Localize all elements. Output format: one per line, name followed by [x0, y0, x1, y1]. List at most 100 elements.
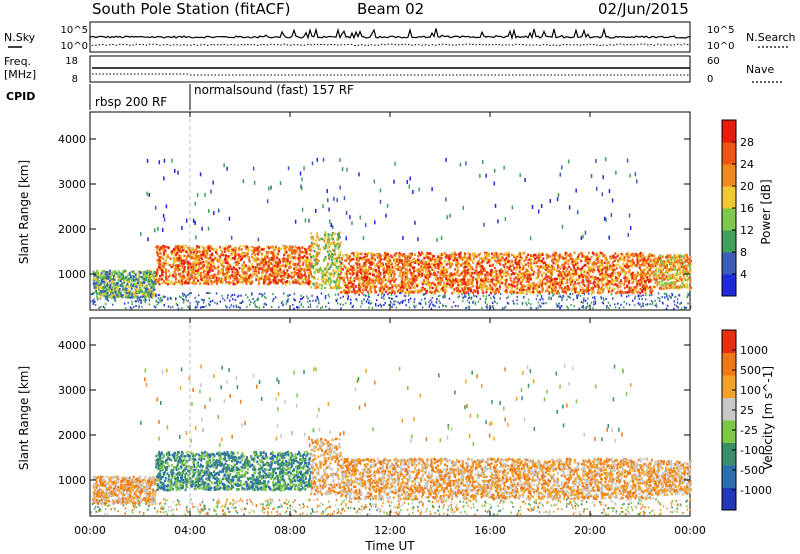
heatmap-cell — [414, 286, 416, 289]
heatmap-cell — [299, 283, 301, 286]
heatmap-cell — [508, 255, 510, 257]
heatmap-cell — [316, 232, 318, 235]
heatmap-cell — [482, 291, 484, 294]
heatmap-cell — [290, 272, 292, 275]
heatmap-cell — [278, 279, 280, 282]
heatmap-cell — [623, 301, 625, 303]
heatmap-cell — [317, 268, 319, 271]
heatmap-cell — [230, 254, 232, 256]
heatmap-cell — [651, 254, 653, 257]
heatmap-cell — [195, 269, 197, 272]
heatmap-cell — [228, 255, 230, 258]
heatmap-cell — [476, 266, 478, 269]
heatmap-cell — [382, 291, 384, 294]
heatmap-cell — [464, 282, 466, 285]
heatmap-cell — [245, 252, 247, 255]
heatmap-cell — [439, 273, 441, 276]
heatmap-cell — [141, 276, 143, 279]
heatmap-cell — [201, 245, 203, 248]
nsky-tick-low: 10^0 — [61, 41, 88, 52]
heatmap-cell — [168, 246, 170, 249]
heatmap-cell — [256, 266, 258, 269]
heatmap-cell — [185, 295, 187, 297]
heatmap-cell — [589, 280, 591, 283]
heatmap-cell — [581, 301, 583, 303]
heatmap-cell — [543, 278, 545, 281]
heatmap-cell — [348, 262, 350, 265]
heatmap-cell — [492, 305, 494, 307]
heatmap-cell — [313, 238, 315, 241]
heatmap-cell — [271, 251, 273, 254]
heatmap-cell — [340, 286, 342, 289]
heatmap-cell — [278, 250, 280, 253]
heatmap-cell — [163, 252, 165, 255]
heatmap-cell — [601, 282, 603, 285]
heatmap-cell — [622, 282, 624, 285]
heatmap-cell — [469, 306, 471, 308]
heatmap-cell — [213, 262, 215, 265]
heatmap-cell — [399, 266, 401, 269]
heatmap-cell — [567, 263, 569, 266]
heatmap-cell — [170, 297, 172, 299]
heatmap-cell — [561, 299, 563, 301]
cpid-label: CPID — [6, 90, 35, 103]
heatmap-cell — [218, 279, 220, 282]
heatmap-cell — [177, 304, 179, 306]
heatmap-cell — [157, 254, 159, 257]
heatmap-cell — [523, 260, 525, 263]
heatmap-cell — [259, 277, 261, 280]
heatmap-cell — [608, 280, 610, 283]
heatmap-cell — [172, 282, 174, 285]
heatmap-cell — [154, 271, 156, 274]
heatmap-cell — [95, 277, 97, 280]
heatmap-cell — [594, 296, 596, 298]
heatmap-cell — [100, 306, 102, 308]
heatmap-cell — [554, 283, 556, 286]
heatmap-cell — [103, 275, 105, 278]
heatmap-cell — [250, 277, 252, 280]
heatmap-cell — [243, 255, 245, 258]
heatmap-cell — [405, 304, 407, 306]
heatmap-cell — [384, 257, 386, 260]
heatmap-cell — [609, 304, 611, 306]
heatmap-cell — [298, 270, 300, 273]
heatmap-cell — [325, 244, 327, 247]
heatmap-cell — [538, 301, 540, 303]
heatmap-cell — [162, 295, 164, 297]
heatmap-cell — [383, 295, 385, 297]
heatmap-cell — [145, 278, 147, 281]
heatmap-cell — [95, 282, 97, 285]
heatmap-cell — [175, 269, 177, 272]
heatmap-cell — [287, 298, 289, 300]
heatmap-cell — [165, 272, 167, 275]
heatmap-cell — [155, 279, 157, 282]
heatmap-cell — [289, 282, 291, 285]
heatmap-cell — [258, 282, 260, 285]
heatmap-cell — [231, 268, 233, 271]
heatmap-cell — [270, 279, 272, 282]
heatmap-cell — [161, 274, 163, 277]
heatmap-cell — [214, 257, 216, 260]
heatmap-cell — [165, 278, 167, 281]
heatmap-cell — [253, 302, 255, 304]
heatmap-cell — [516, 292, 518, 295]
heatmap-cell — [286, 269, 288, 272]
date-label: 02/Jun/2015 — [598, 0, 689, 18]
heatmap-cell — [311, 243, 313, 246]
heatmap-cell — [337, 302, 339, 304]
heatmap-cell — [383, 279, 385, 282]
heatmap-cell — [235, 264, 237, 267]
heatmap-cell — [110, 277, 112, 280]
heatmap-cell — [628, 254, 630, 256]
heatmap-cell — [485, 298, 487, 300]
heatmap-cell — [167, 297, 169, 299]
heatmap-cell — [528, 290, 530, 293]
heatmap-cell — [226, 274, 228, 277]
heatmap-cell — [109, 290, 111, 293]
heatmap-cell — [540, 306, 542, 308]
heatmap-cell — [158, 262, 160, 265]
heatmap-cell — [113, 296, 115, 299]
heatmap-cell — [594, 285, 596, 288]
heatmap-cell — [428, 301, 430, 303]
heatmap-cell — [649, 290, 651, 293]
